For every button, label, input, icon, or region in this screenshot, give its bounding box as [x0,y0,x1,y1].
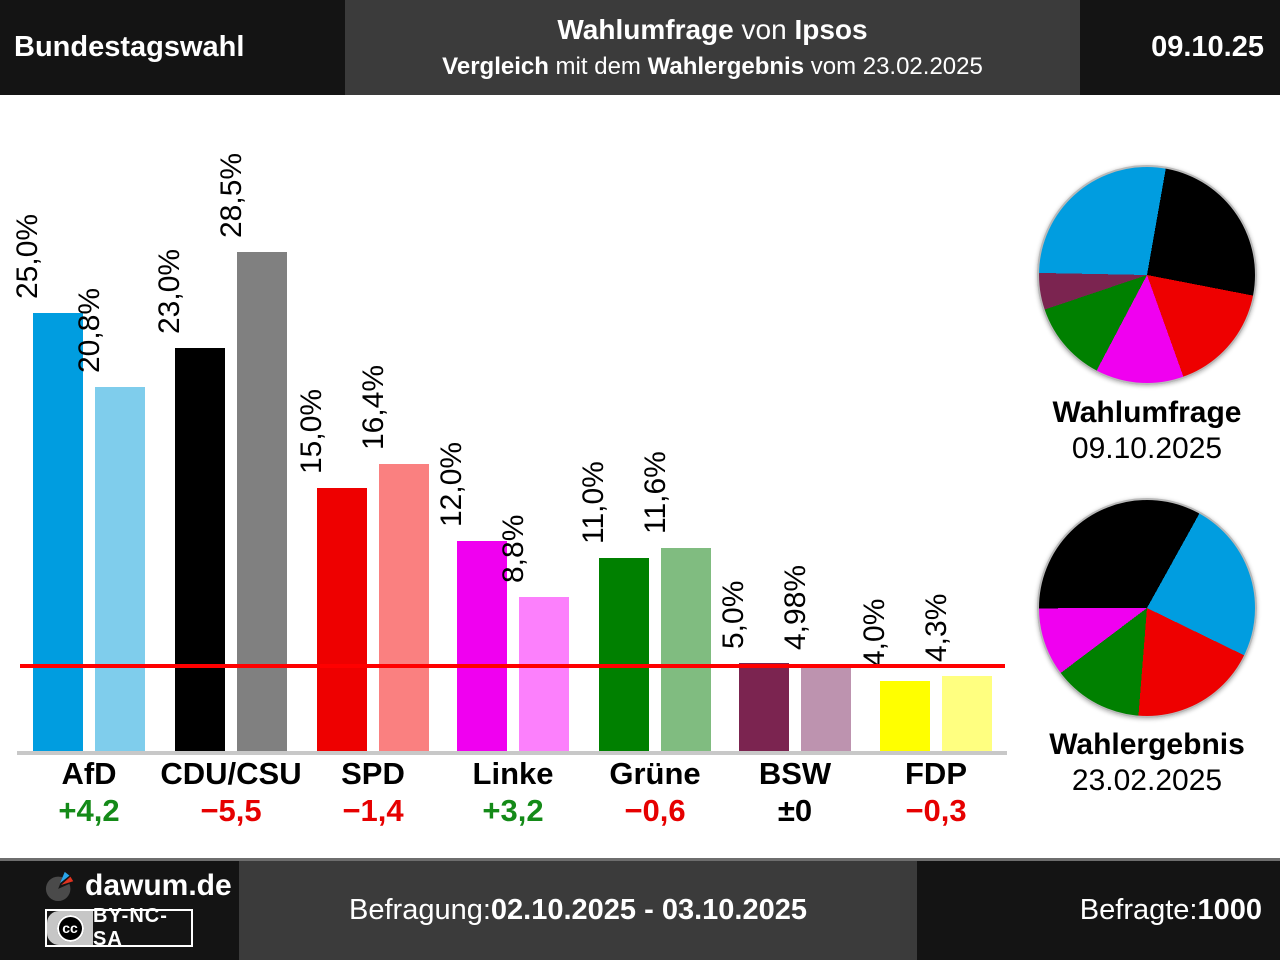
text-run: Vergleich [442,53,549,80]
header: Bundestagswahl Wahlumfrage von Ipsos Ver… [0,0,1280,95]
cc-icon-holder: cc [47,911,93,945]
bar-value-label-afd-result: 20,8% [73,287,106,373]
bar-grne-poll [599,558,649,751]
bar-value-label-cducsu-poll: 23,0% [153,248,186,334]
cc-license-badge: cc BY-NC-SA [45,905,193,950]
pie-title: Wahlumfrage [1052,396,1242,429]
text-run: von [733,14,795,45]
brand-name: dawum.de [85,869,232,902]
five-percent-threshold-line [20,664,1005,668]
text-run: Wahlergebnis [647,53,805,80]
party-label-afd: AfD [61,756,117,791]
cc-icon: cc [56,914,84,942]
bar-value-label-linke-poll: 12,0% [435,441,468,527]
party-label-cducsu: CDU/CSU [160,756,302,791]
bar-linke-poll [457,541,507,751]
party-label-fdp: FDP [905,756,967,791]
diff-label-bsw: ±0 [777,793,813,828]
bar-value-label-fdp-result: 4,3% [920,593,953,662]
bar-fdp-poll [880,681,930,751]
x-axis-line [17,751,1007,755]
bar-value-label-spd-poll: 15,0% [295,388,328,474]
pie-caption-wahlergebnis: Wahlergebnis 23.02.2025 [1007,727,1280,799]
dawum-logo-icon [45,871,76,902]
bar-afd-result [95,387,145,751]
bar-afd-poll [33,313,83,751]
footer: Befragung: 02.10.2025 - 03.10.2025 Befra… [0,858,1280,960]
text-run: Befragung: [349,894,491,926]
text-run: Befragte: [1079,894,1198,926]
bar-bsw-poll [739,663,789,751]
party-label-bsw: BSW [758,756,832,791]
text-run: mit dem [548,53,648,80]
pie-chart-wahlergebnis [1037,498,1257,718]
bar-value-label-grne-poll: 11,0% [577,461,610,544]
diff-label-grne: −0,6 [624,793,686,828]
pie-date: 09.10.2025 [1071,432,1223,465]
bar-value-label-spd-result: 16,4% [357,364,390,450]
bar-value-label-linke-result: 8,8% [497,514,530,583]
text-run: 1000 [1197,894,1262,926]
bar-cducsu-result [237,252,287,751]
bar-spd-poll [317,488,367,751]
text-run: 02.10.2025 - 03.10.2025 [490,894,807,926]
header-center-box: Wahlumfrage von Ipsos Vergleich mit dem … [345,0,1080,95]
diff-label-afd: +4,2 [58,793,120,828]
bar-value-label-grne-result: 11,6% [639,451,672,534]
respondents-count: Befragte: 1000 [917,861,1280,960]
poll-title: Wahlumfrage von Ipsos [557,14,867,46]
cc-license-text: BY-NC-SA [93,905,168,950]
diff-label-fdp: −0,3 [905,793,967,828]
bar-spd-result [379,464,429,751]
dawum-brand: dawum.de [45,869,232,903]
brand-section: dawum.de cc BY-NC-SA [45,869,232,950]
bar-linke-result [519,597,569,751]
pie-caption-wahlumfrage: Wahlumfrage 09.10.2025 [1007,395,1280,467]
party-label-linke: Linke [472,756,554,791]
text-run: Wahlumfrage [557,14,734,45]
text-run: vom 23.02.2025 [804,53,983,80]
diff-label-spd: −1,4 [342,793,404,828]
pie-title: Wahlergebnis [1049,728,1245,761]
bar-value-label-fdp-poll: 4,0% [858,598,891,667]
pie-date: 23.02.2025 [1071,764,1223,797]
bar-value-label-cducsu-result: 28,5% [215,152,248,238]
pie-chart-wahlumfrage [1037,165,1257,385]
survey-period: Befragung: 02.10.2025 - 03.10.2025 [239,861,917,960]
diff-label-linke: +3,2 [482,793,544,828]
bar-grne-result [661,548,711,751]
poll-subtitle: Vergleich mit dem Wahlergebnis vom 23.02… [442,53,983,81]
bar-value-label-bsw-result: 4,98% [779,564,812,650]
party-label-grne: Grüne [609,756,701,791]
bar-value-label-afd-poll: 25,0% [11,213,44,299]
diff-label-cducsu: −5,5 [200,793,262,828]
bar-value-label-bsw-poll: 5,0% [717,580,750,649]
party-label-spd: SPD [341,756,405,791]
bar-cducsu-poll [175,348,225,751]
chart-area: 25,0% 20,8% AfD +4,2 23,0% 28,5% CDU/CSU −5,5 15… [0,95,1280,858]
text-run: Ipsos [794,14,868,45]
bar-fdp-result [942,676,992,751]
bar-bsw-result [801,664,851,751]
header-date: 09.10.25 [1151,31,1264,63]
election-title: Bundestagswahl [14,31,245,63]
